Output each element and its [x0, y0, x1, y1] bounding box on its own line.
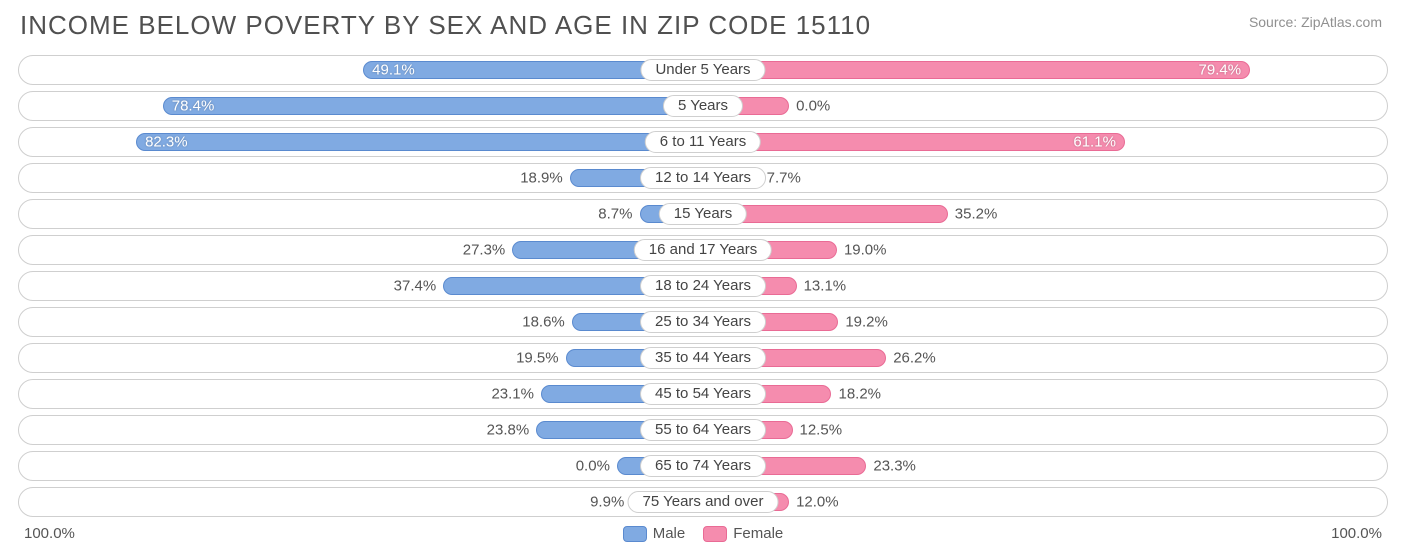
header: INCOME BELOW POVERTY BY SEX AND AGE IN Z… [18, 10, 1388, 41]
female-value-label: 12.5% [792, 422, 843, 439]
legend-male-label: Male [653, 525, 686, 542]
category-label: 25 to 34 Years [640, 311, 766, 333]
male-value-label: 23.1% [491, 386, 542, 403]
male-track: 18.9% [19, 164, 703, 192]
female-value-label: 0.0% [788, 98, 830, 115]
legend-female-label: Female [733, 525, 783, 542]
male-track: 23.8% [19, 416, 703, 444]
female-value-label: 12.0% [788, 494, 839, 511]
category-label: 65 to 74 Years [640, 455, 766, 477]
chart-row: 82.3% 61.1% 6 to 11 Years [18, 127, 1388, 157]
legend-item-male: Male [623, 525, 686, 542]
chart-row: 27.3% 19.0% 16 and 17 Years [18, 235, 1388, 265]
female-track: 13.1% [703, 272, 1387, 300]
male-track: 18.6% [19, 308, 703, 336]
male-value-label: 9.9% [590, 494, 632, 511]
chart-row: 37.4% 13.1% 18 to 24 Years [18, 271, 1388, 301]
category-label: 16 and 17 Years [634, 239, 772, 261]
chart-row: 23.1% 18.2% 45 to 54 Years [18, 379, 1388, 409]
category-label: 45 to 54 Years [640, 383, 766, 405]
chart-container: INCOME BELOW POVERTY BY SEX AND AGE IN Z… [0, 0, 1406, 558]
category-label: 18 to 24 Years [640, 275, 766, 297]
legend-item-female: Female [703, 525, 783, 542]
male-track: 23.1% [19, 380, 703, 408]
female-track: 12.5% [703, 416, 1387, 444]
male-bar: 78.4% [163, 97, 699, 115]
female-track: 0.0% [703, 92, 1387, 120]
chart-row: 9.9% 12.0% 75 Years and over [18, 487, 1388, 517]
male-value-label: 27.3% [463, 242, 514, 259]
female-track: 79.4% [703, 56, 1387, 84]
male-track: 82.3% [19, 128, 703, 156]
male-track: 37.4% [19, 272, 703, 300]
category-label: 15 Years [659, 203, 747, 225]
chart-row: 8.7% 35.2% 15 Years [18, 199, 1388, 229]
chart-row: 0.0% 23.3% 65 to 74 Years [18, 451, 1388, 481]
female-value-label: 26.2% [885, 350, 936, 367]
chart-row: 19.5% 26.2% 35 to 44 Years [18, 343, 1388, 373]
axis-right-max: 100.0% [1331, 525, 1382, 542]
category-label: 6 to 11 Years [645, 131, 761, 153]
male-track: 27.3% [19, 236, 703, 264]
male-bar: 82.3% [136, 133, 699, 151]
chart-row: 49.1% 79.4% Under 5 Years [18, 55, 1388, 85]
male-value-label: 18.6% [522, 314, 573, 331]
male-track: 49.1% [19, 56, 703, 84]
female-track: 18.2% [703, 380, 1387, 408]
female-value-label: 18.2% [830, 386, 881, 403]
female-value-label: 19.2% [837, 314, 888, 331]
male-value-label: 49.1% [372, 62, 415, 79]
chart-row: 18.6% 19.2% 25 to 34 Years [18, 307, 1388, 337]
female-track: 12.0% [703, 488, 1387, 516]
female-value-label: 13.1% [796, 278, 847, 295]
male-track: 0.0% [19, 452, 703, 480]
chart-row: 78.4% 0.0% 5 Years [18, 91, 1388, 121]
male-track: 8.7% [19, 200, 703, 228]
female-bar: 61.1% [707, 133, 1125, 151]
chart-title: INCOME BELOW POVERTY BY SEX AND AGE IN Z… [18, 10, 871, 41]
category-label: 12 to 14 Years [640, 167, 766, 189]
male-value-label: 0.0% [576, 458, 618, 475]
male-value-label: 23.8% [487, 422, 538, 439]
male-value-label: 18.9% [520, 170, 571, 187]
female-bar: 79.4% [707, 61, 1250, 79]
category-label: 35 to 44 Years [640, 347, 766, 369]
male-track: 78.4% [19, 92, 703, 120]
male-track: 19.5% [19, 344, 703, 372]
axis-left-max: 100.0% [24, 525, 75, 542]
female-track: 61.1% [703, 128, 1387, 156]
female-value-label: 61.1% [1073, 134, 1116, 151]
female-swatch-icon [703, 526, 727, 542]
category-label: Under 5 Years [640, 59, 765, 81]
female-track: 23.3% [703, 452, 1387, 480]
male-value-label: 8.7% [598, 206, 640, 223]
chart-row: 18.9% 7.7%12 to 14 Years [18, 163, 1388, 193]
female-track: 19.0% [703, 236, 1387, 264]
male-value-label: 19.5% [516, 350, 567, 367]
category-label: 55 to 64 Years [640, 419, 766, 441]
female-track: 35.2% [703, 200, 1387, 228]
female-value-label: 19.0% [836, 242, 887, 259]
chart-area: 49.1% 79.4% Under 5 Years 78.4% 0.0% 5 Years 8… [18, 55, 1388, 517]
female-value-label: 23.3% [865, 458, 916, 475]
female-value-label: 79.4% [1199, 62, 1242, 79]
male-value-label: 78.4% [172, 98, 215, 115]
female-track: 26.2% [703, 344, 1387, 372]
male-track: 9.9% [19, 488, 703, 516]
male-value-label: 37.4% [394, 278, 445, 295]
female-track: 19.2% [703, 308, 1387, 336]
category-label: 75 Years and over [628, 491, 779, 513]
male-value-label: 82.3% [145, 134, 188, 151]
axis-row: 100.0% Male Female 100.0% [18, 523, 1388, 542]
female-value-label: 35.2% [947, 206, 998, 223]
female-track: 7.7% [703, 164, 1387, 192]
category-label: 5 Years [663, 95, 743, 117]
source-attribution: Source: ZipAtlas.com [1249, 10, 1388, 30]
legend: Male Female [623, 525, 784, 542]
male-swatch-icon [623, 526, 647, 542]
chart-row: 23.8% 12.5% 55 to 64 Years [18, 415, 1388, 445]
